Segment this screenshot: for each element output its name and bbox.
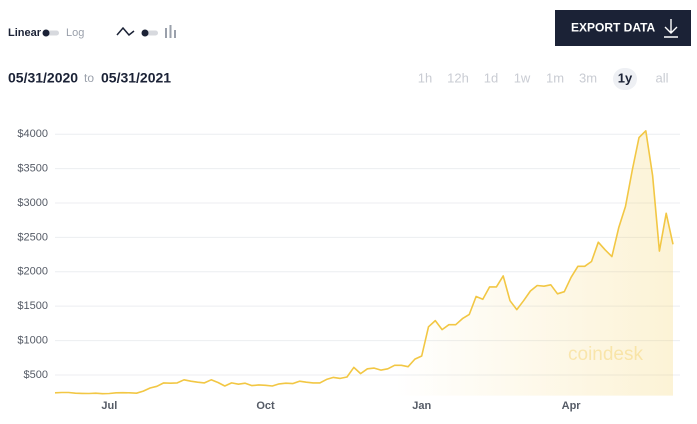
price-line: [54, 130, 674, 395]
time-range[interactable]: 12h: [447, 70, 469, 85]
scale-toggle[interactable]: Linear Log: [8, 27, 84, 39]
time-range[interactable]: 1m: [546, 70, 564, 85]
x-tick-label: Oct: [256, 400, 275, 412]
time-range[interactable]: 1h: [418, 70, 432, 85]
date-from: 05/31/2020: [8, 70, 78, 86]
chart-type-toggle[interactable]: [116, 25, 176, 38]
toggle-knob: [42, 29, 50, 37]
x-tick-label: Jan: [412, 400, 431, 412]
y-tick-label: $500: [24, 369, 48, 381]
date-separator: to: [84, 71, 94, 85]
area: [55, 130, 673, 396]
y-tick-label: $3000: [17, 197, 48, 209]
time-range-group: 1h 12h 1d 1w 1m 3m 1y all: [418, 68, 669, 90]
time-range[interactable]: all: [655, 70, 668, 85]
range-highlight[interactable]: [613, 68, 637, 90]
y-tick-label: $4000: [17, 128, 48, 140]
scale-option[interactable]: Log: [66, 27, 84, 39]
bar-icon[interactable]: [165, 25, 176, 38]
time-range[interactable]: 1w: [514, 70, 531, 85]
plot: $500 $1000 $1500 $2000 $2500 $3000 $3500 $4000 J…: [17, 128, 680, 412]
time-range[interactable]: 1y: [618, 70, 633, 85]
export-button-bg[interactable]: [555, 10, 691, 46]
y-tick-label: $1500: [17, 300, 48, 312]
date-to: 05/31/2021: [101, 70, 171, 86]
export-button[interactable]: EXPORT DATA: [555, 10, 691, 46]
time-range[interactable]: 3m: [579, 70, 597, 85]
x-tick-label: Apr: [562, 400, 582, 412]
line-icon[interactable]: [116, 26, 135, 37]
export-label[interactable]: EXPORT DATA: [571, 21, 656, 35]
y-tick-label: $2000: [17, 266, 48, 278]
time-range[interactable]: 1d: [484, 70, 498, 85]
scale-option[interactable]: Linear: [8, 27, 42, 39]
download-icon: [664, 19, 678, 38]
y-tick-label: $3500: [17, 162, 48, 174]
x-tick-label: Jul: [101, 400, 117, 412]
y-tick-label: $1000: [17, 334, 48, 346]
toggle-knob: [141, 29, 149, 37]
y-tick-label: $2500: [17, 231, 48, 243]
